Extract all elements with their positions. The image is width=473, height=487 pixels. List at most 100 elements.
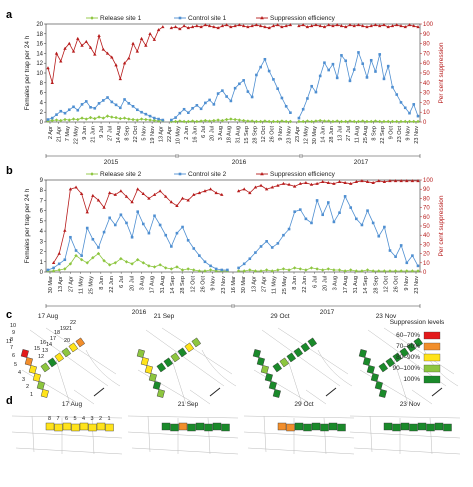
y-tick-label: 8 — [40, 188, 44, 194]
y2-tick-label: 60 — [423, 61, 430, 67]
street-line — [263, 415, 267, 453]
street-line — [323, 417, 327, 455]
x-tick-label: 28 Sep — [373, 276, 379, 294]
zone-block — [212, 422, 222, 431]
x-tick-label: 28 Sep — [180, 276, 186, 294]
zone-block — [144, 365, 153, 374]
x-tick-label: 20 Jul — [129, 276, 135, 291]
series-control-site-1 — [46, 51, 420, 122]
x-tick-label: 25 May — [89, 276, 95, 295]
zone-number: 1 — [30, 392, 33, 398]
zone-number: 16 — [40, 340, 46, 346]
zone-number: 4 — [82, 416, 85, 422]
x-tick-label: 7 May — [65, 126, 71, 141]
zone-number: 18 — [54, 330, 60, 336]
street-line — [131, 447, 239, 455]
street-line — [317, 349, 353, 387]
zone-block — [148, 373, 157, 382]
zone-block — [370, 373, 379, 382]
street-line — [287, 359, 303, 405]
series-release-site-2 — [46, 251, 420, 273]
street-line — [145, 329, 225, 387]
zone-block — [378, 389, 387, 398]
street-line — [349, 431, 461, 439]
street-line — [253, 369, 309, 403]
street-line — [429, 417, 433, 455]
legend-swatch — [423, 342, 441, 351]
zone-block — [303, 423, 312, 432]
zone-block — [45, 422, 55, 431]
street-line — [247, 447, 355, 455]
legend-marker — [178, 172, 182, 176]
zone-block — [177, 347, 188, 358]
x-tick-label: 27 Apr — [262, 276, 268, 292]
x-tick-label: 25 Aug — [363, 126, 369, 143]
zone-number: 22 — [70, 320, 76, 326]
zone-number: 19 — [60, 326, 66, 332]
zone-block — [378, 362, 389, 373]
street-line — [411, 389, 433, 405]
zone-block — [300, 342, 311, 353]
series-suppression-efficiency — [46, 23, 420, 84]
zone-number: 15 — [34, 346, 40, 352]
zone-block — [286, 352, 297, 363]
x-tick-label: 30 Mar — [241, 276, 247, 294]
year-label: 2016 — [132, 309, 147, 316]
legend-level-label: 60–70% — [396, 332, 420, 339]
zone-block — [161, 422, 171, 431]
x-tick-label: 23 Nov — [286, 126, 292, 144]
zone-number: 8 — [48, 416, 51, 422]
street-line — [11, 415, 123, 419]
zone-block — [195, 422, 205, 431]
y-tick-label: 0 — [40, 120, 44, 126]
zone-block — [272, 362, 283, 373]
year-label: 2017 — [354, 159, 369, 166]
map-d-4: 23 Nov — [349, 401, 461, 455]
y-tick-label: 1 — [40, 260, 44, 266]
zone-number: 6 — [65, 416, 68, 422]
zone-block — [409, 423, 418, 432]
zone-block — [156, 389, 165, 398]
zone-block — [79, 422, 89, 431]
x-tick-label: 2 Apr — [48, 126, 54, 139]
y-tick-label: 14 — [36, 51, 43, 57]
street-line — [147, 415, 151, 453]
street-line — [31, 415, 35, 453]
street-line — [261, 329, 341, 387]
y-tick-label: 9 — [40, 178, 44, 184]
legend-entry: Suppression efficiency — [270, 15, 336, 22]
zone-number: 11 — [6, 339, 12, 345]
map-date: 17 Aug — [38, 313, 59, 320]
x-tick-label: 9 Jun — [82, 126, 88, 140]
zone-block — [264, 373, 273, 382]
legend-level-label: 80–90% — [396, 354, 420, 361]
data-point — [46, 66, 50, 70]
x-tick-label: 23 Nov — [221, 276, 227, 294]
x-tick-label: 11 May — [79, 276, 85, 294]
x-tick-label: 18 Aug — [227, 126, 233, 143]
series-line — [171, 58, 291, 121]
x-tick-label: 14 Jun — [320, 126, 326, 143]
x-tick-label: 9 Nov — [405, 126, 411, 141]
x-tick-label: 3 Aug — [333, 276, 339, 290]
legend-marker — [260, 172, 264, 176]
zone-block — [105, 423, 114, 432]
zone-number: 8 — [10, 337, 13, 343]
x-tick-label: 12 May — [303, 126, 309, 145]
zone-block — [204, 423, 213, 432]
legend-level-label: 70–80% — [396, 343, 420, 350]
zone-block — [54, 352, 65, 363]
zone-block — [20, 349, 29, 358]
y2-tick-label: 90 — [423, 32, 430, 38]
x-tick-label: 13 Apr — [251, 276, 257, 292]
zone-block — [307, 337, 318, 348]
zone-block — [96, 422, 106, 431]
zone-number: 5 — [74, 416, 77, 422]
series-line — [53, 186, 222, 264]
y-tick-label: 7 — [40, 198, 44, 204]
series-line — [171, 24, 291, 30]
zone-block — [36, 381, 45, 390]
zone-block — [293, 347, 304, 358]
zone-block — [392, 352, 403, 363]
legend-swatch — [423, 331, 441, 340]
